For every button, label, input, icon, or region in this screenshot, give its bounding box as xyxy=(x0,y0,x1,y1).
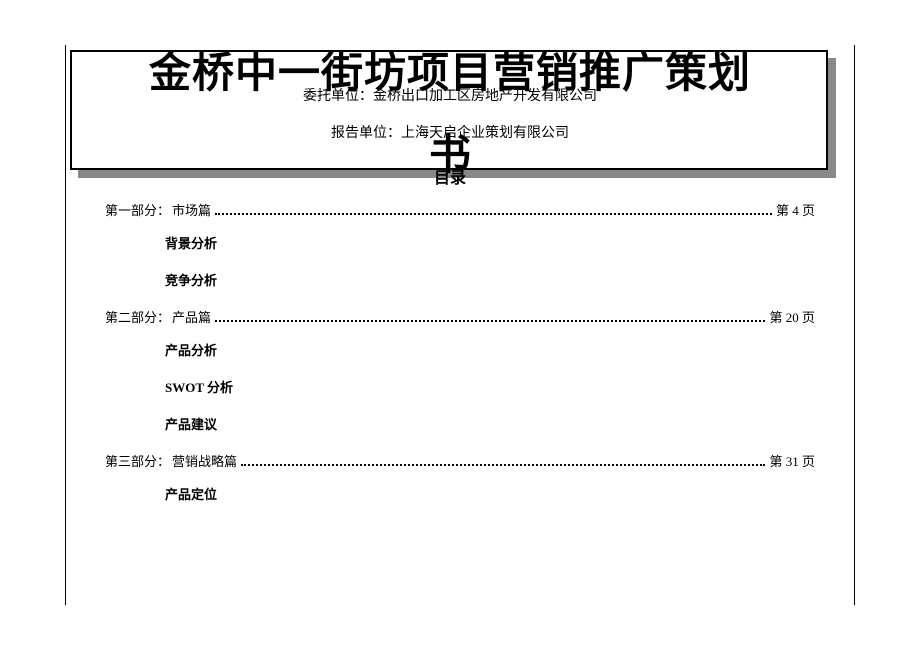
toc-row: 第二部分： 产品篇 第 20 页 xyxy=(105,307,815,326)
toc-page-label: 第 4 页 xyxy=(776,200,815,219)
toc-dots xyxy=(241,464,765,466)
toc-row: 第一部分： 市场篇 第 4 页 xyxy=(105,200,815,219)
toc-dots xyxy=(215,320,765,322)
toc-row: 第三部分： 营销战略篇 第 31 页 xyxy=(105,451,815,470)
toc-sub-item: SWOT 分析 xyxy=(165,377,815,396)
toc-part-label: 第二部分： xyxy=(105,307,170,326)
toc-page-label: 第 31 页 xyxy=(769,451,815,470)
toc-part-label: 第三部分： xyxy=(105,451,170,470)
toc-sub-item: 产品建议 xyxy=(165,414,815,433)
toc-page-label: 第 20 页 xyxy=(769,307,815,326)
toc-sub-item: 产品定位 xyxy=(165,484,815,503)
toc-part-label: 第一部分： xyxy=(105,200,170,219)
toc-section-label: 营销战略篇 xyxy=(172,451,237,470)
toc-sub-item: 背景分析 xyxy=(165,233,815,252)
toc-dots xyxy=(215,213,772,215)
client-label: 委托单位：金桥出口加工区房地产开发有限公司 xyxy=(75,85,825,105)
toc-sub-item: 竞争分析 xyxy=(165,270,815,289)
toc-section-label: 市场篇 xyxy=(172,200,211,219)
toc-section-label: 产品篇 xyxy=(172,307,211,326)
toc-sub-item: 产品分析 xyxy=(165,340,815,359)
toc-container: 第一部分： 市场篇 第 4 页 背景分析 竞争分析 第二部分： 产品篇 第 20… xyxy=(105,200,815,521)
toc-title: 目录 xyxy=(75,164,825,188)
